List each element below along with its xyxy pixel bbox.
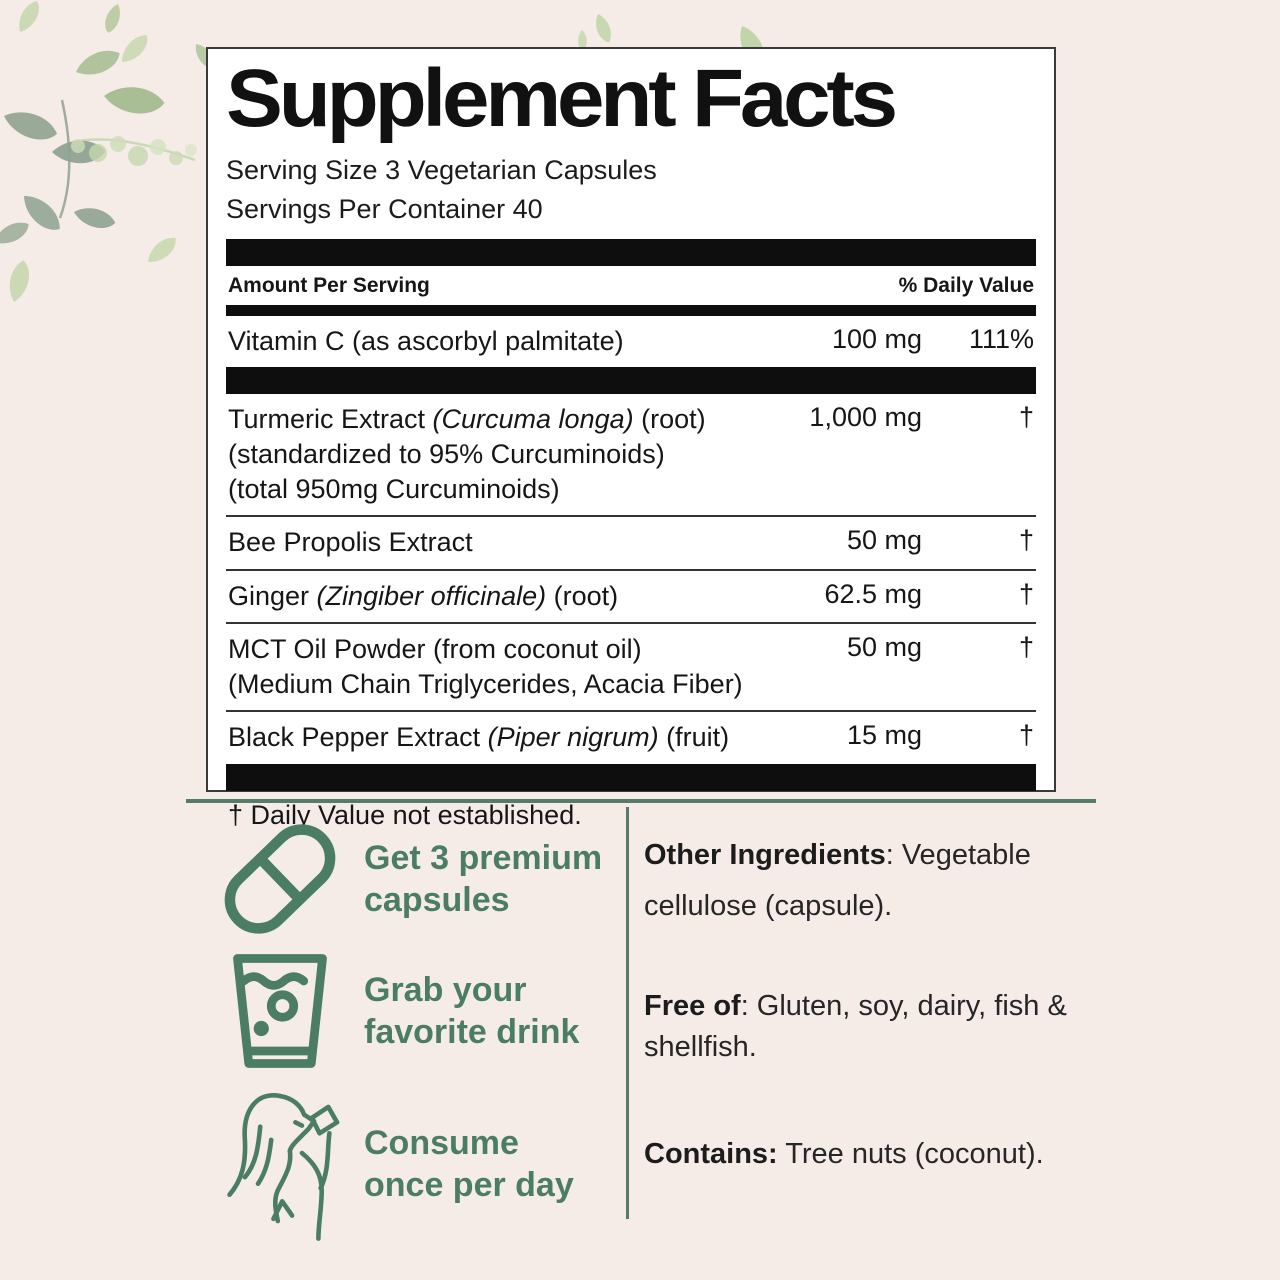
column-daily-value: % Daily Value [898, 273, 1034, 297]
ingredient-name: Vitamin C (as ascorbyl palmitate) [228, 325, 624, 356]
benefit-item-capsules: Get 3 premium capsules [196, 818, 621, 940]
table-row: Turmeric Extract (Curcuma longa) (root) … [226, 394, 1036, 515]
ingredient-name: Turmeric Extract (Curcuma longa) (root) [228, 404, 706, 435]
ingredient-name: Bee Propolis Extract [228, 527, 473, 558]
table-header: Amount Per Serving % Daily Value [226, 266, 1036, 305]
ingredient-daily-value: † [1018, 720, 1034, 751]
daily-value-footnote: † Daily Value not established. [228, 799, 582, 830]
divider-bar-bottom [226, 763, 1036, 791]
horizontal-divider [186, 799, 1096, 803]
table-row: Vitamin C (as ascorbyl palmitate) 100 mg… [226, 316, 1036, 368]
benefit-label: Consume once per day [364, 1123, 574, 1205]
ingredient-amount: 62.5 mg [824, 578, 922, 609]
table-section-botanicals: Turmeric Extract (Curcuma longa) (root) … [226, 394, 1036, 763]
panel-title: Supplement Facts [226, 53, 898, 144]
table-row: Bee Propolis Extract 50 mg † [226, 515, 1036, 569]
benefit-item-consume: Consume once per day [196, 1084, 621, 1244]
contains-text: Contains: Tree nuts (coconut). [644, 1138, 1044, 1170]
capsule-icon [196, 823, 364, 935]
serving-size: Serving Size 3 Vegetarian Capsules [226, 154, 657, 185]
ingredient-daily-value: † [1018, 402, 1034, 433]
ingredient-amount: 1,000 mg [809, 402, 922, 433]
benefit-item-drink: Grab your favorite drink [196, 948, 621, 1074]
ingredient-name: MCT Oil Powder (from coconut oil) [228, 634, 642, 665]
ingredient-daily-value: † [1018, 632, 1034, 663]
ingredient-detail: (standardized to 95% Curcuminoids) [228, 439, 665, 469]
woman-drinking-icon [196, 1085, 364, 1243]
ingredient-daily-value: † [1018, 525, 1034, 556]
column-amount-per-serving: Amount Per Serving [228, 273, 430, 297]
drink-glass-icon [196, 951, 364, 1071]
ingredient-amount: 100 mg [831, 323, 922, 354]
ingredient-daily-value: † [1018, 578, 1034, 609]
ingredient-name: Ginger (Zingiber officinale) (root) [228, 580, 619, 611]
ingredient-daily-value: 111% [968, 323, 1034, 354]
table-row: MCT Oil Powder (from coconut oil) 50 mg … [226, 622, 1036, 710]
ingredient-amount: 50 mg [846, 525, 922, 556]
divider-bar-top [226, 238, 1036, 266]
benefits-column: Get 3 premium capsules Grab your favorit… [196, 818, 621, 1244]
table-row: Ginger (Zingiber officinale) (root) 62.5… [226, 568, 1036, 623]
benefit-label: Get 3 premium capsules [364, 838, 603, 920]
ingredient-detail: (Medium Chain Triglycerides, Acacia Fibe… [228, 668, 743, 699]
vertical-divider [626, 807, 629, 1219]
benefit-label: Grab your favorite drink [364, 970, 580, 1052]
table-row: Black Pepper Extract (Piper nigrum) (fru… [226, 710, 1036, 764]
ingredient-amount: 15 mg [846, 720, 922, 751]
divider-bar-middle [226, 367, 1036, 395]
ingredient-amount: 50 mg [846, 632, 922, 663]
supplement-facts-panel: Supplement Facts Serving Size 3 Vegetari… [206, 47, 1056, 830]
table-section-vitamin: Vitamin C (as ascorbyl palmitate) 100 mg… [226, 316, 1036, 368]
free-of-text: Free of: Gluten, soy, dairy, fish & shel… [644, 990, 1067, 1063]
divider-bar-thin [226, 304, 1036, 316]
servings-per-container: Servings Per Container 40 [226, 193, 543, 224]
ingredient-detail: (total 950mg Curcuminoids) [228, 473, 560, 504]
other-ingredients-text: Other Ingredients: Vegetable cellulose (… [644, 839, 1031, 922]
ingredient-name: Black Pepper Extract (Piper nigrum) (fru… [228, 722, 730, 753]
